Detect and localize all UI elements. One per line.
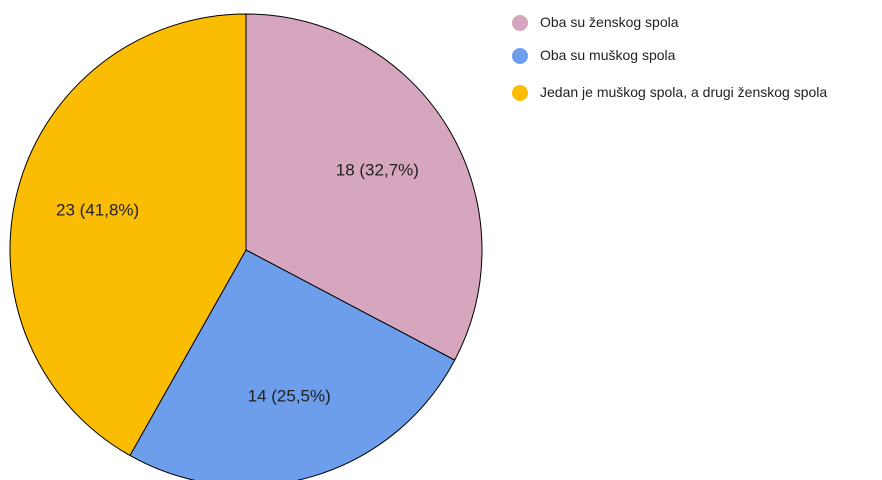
slice-label: 14 (25,5%) (248, 387, 331, 406)
slice-label: 23 (41,8%) (56, 200, 139, 219)
legend-swatch (512, 48, 528, 64)
legend-item: Oba su muškog spola (512, 48, 855, 64)
legend-label: Oba su muškog spola (540, 47, 676, 63)
legend-item: Jedan je muškog spola, a drugi ženskog s… (512, 85, 855, 101)
legend-swatch (512, 85, 528, 101)
slice-label: 18 (32,7%) (336, 160, 419, 179)
legend-swatch (512, 15, 528, 31)
pie-slice (245, 13, 483, 361)
legend-item: Oba su ženskog spola (512, 15, 855, 31)
legend-label: Jedan je muškog spola, a drugi ženskog s… (540, 84, 828, 100)
legend-label: Oba su ženskog spola (540, 14, 679, 30)
pie-slice (129, 249, 456, 480)
pie-slice (9, 13, 247, 457)
